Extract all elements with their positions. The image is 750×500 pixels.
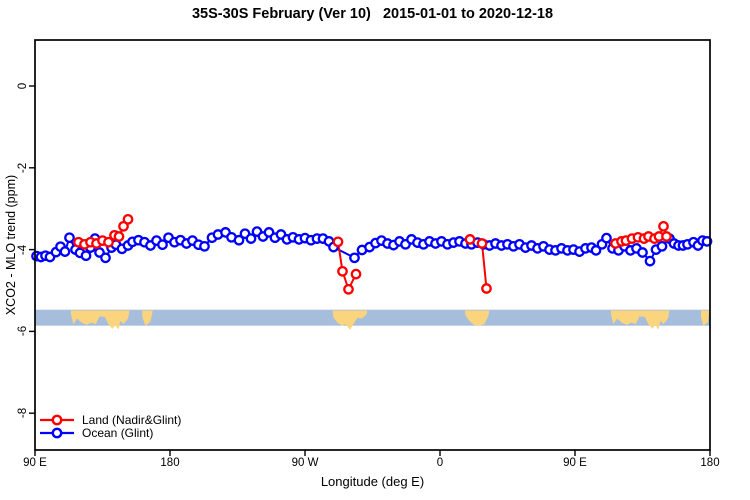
data-point — [80, 250, 92, 262]
data-point — [59, 246, 71, 257]
data-point — [661, 231, 672, 242]
land-series-points — [73, 213, 672, 295]
land-series-marker-icon — [40, 414, 74, 426]
data-point — [113, 231, 125, 242]
data-point — [64, 232, 75, 244]
data-point — [332, 236, 344, 248]
data-point — [590, 245, 602, 256]
x-tick-label: 0 — [436, 457, 444, 469]
data-point — [100, 252, 111, 264]
axis-ticks — [29, 85, 711, 456]
y-tick-label: 0 — [17, 82, 29, 90]
data-point — [350, 268, 362, 280]
data-point — [349, 252, 360, 264]
land-patch-south-america — [332, 310, 368, 330]
data-point — [658, 220, 669, 232]
data-point — [644, 255, 656, 267]
x-tick-label: 180 — [160, 457, 180, 469]
land-patch-australia-wrap — [611, 310, 670, 330]
data-point — [337, 265, 348, 277]
ocean-series-points — [31, 226, 713, 267]
legend-item-land: Land (Nadir&Glint) — [39, 413, 181, 427]
legend-label-ocean: Ocean (Glint) — [82, 426, 154, 441]
x-tick-label: 90 E — [563, 457, 587, 469]
data-point — [481, 283, 492, 294]
data-point — [122, 213, 134, 225]
land-patch-africa — [464, 310, 490, 326]
data-point — [103, 236, 114, 248]
data-point — [157, 239, 168, 251]
series-line — [337, 241, 357, 292]
land-patch-new-zealand — [142, 310, 153, 326]
y-tick-label: -6 — [17, 326, 29, 337]
data-point — [199, 240, 210, 252]
y-axis-title: XCO2 - MLO trend (ppm) — [4, 174, 18, 316]
land-patch-australia — [71, 310, 130, 330]
legend-item-ocean: Ocean (Glint) — [39, 426, 181, 441]
data-point — [637, 247, 648, 258]
legend: Land (Nadir&Glint) Ocean (Glint) — [39, 413, 181, 440]
chart-title: 35S-30S February (Ver 10) 2015-01-01 to … — [191, 6, 554, 22]
data-point — [343, 283, 354, 295]
data-point — [656, 240, 668, 252]
x-axis-title: Longitude (deg E) — [320, 474, 425, 489]
data-point — [245, 233, 257, 244]
x-tick-label: 180 — [700, 457, 720, 469]
y-tick-label: -8 — [17, 408, 29, 419]
data-point — [701, 236, 713, 247]
land-patches — [71, 310, 710, 330]
data-point — [233, 234, 245, 246]
legend-label-land: Land (Nadir&Glint) — [82, 412, 182, 427]
plot-box — [34, 39, 711, 451]
data-point — [601, 232, 612, 244]
data-point — [464, 234, 476, 245]
data-point — [476, 238, 488, 249]
y-tick-label: -2 — [17, 162, 29, 173]
y-tick-label: -4 — [17, 244, 29, 255]
map-band — [35, 309, 710, 330]
x-tick-label: 90 W — [291, 457, 319, 469]
land-patch-new-zealand-wrap — [701, 310, 710, 326]
x-tick-label: 90 E — [23, 457, 47, 469]
ocean-series-marker-icon — [40, 427, 74, 439]
